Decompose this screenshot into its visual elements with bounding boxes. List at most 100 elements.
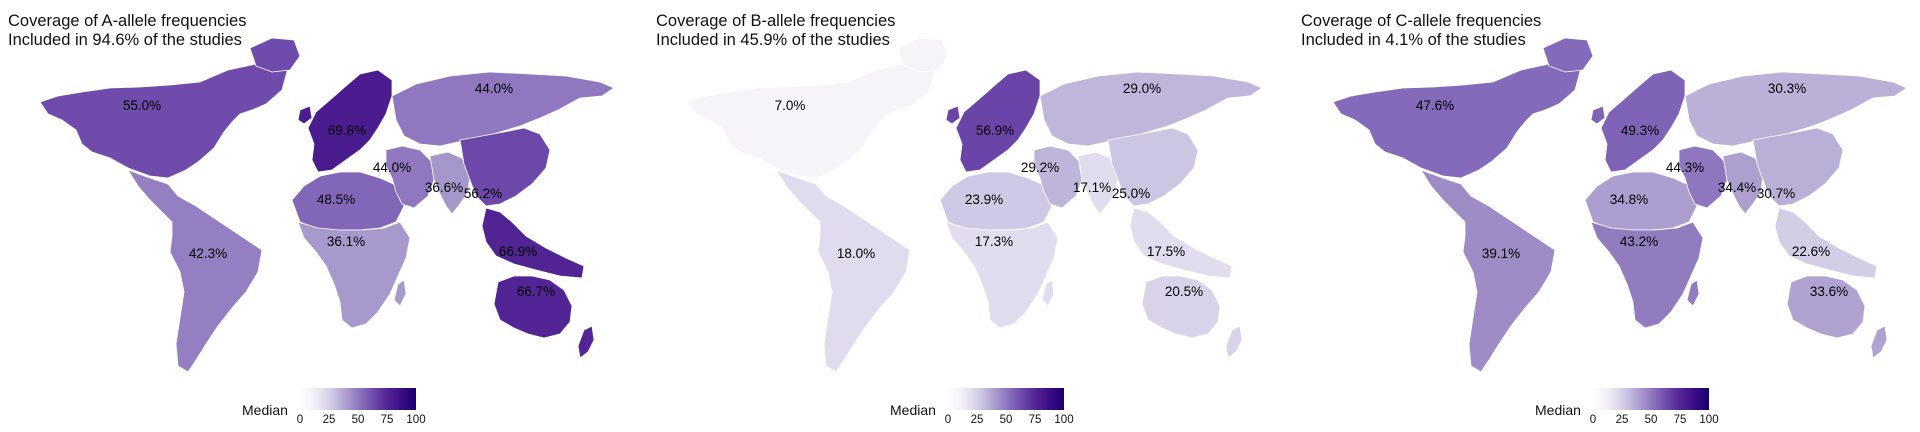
region-europe (307, 69, 393, 173)
region-value-label: 30.3% (1768, 81, 1806, 96)
region-value-label: 20.5% (1165, 284, 1203, 299)
region-south-asia (1077, 151, 1119, 215)
region-south-east-asia (1129, 207, 1233, 279)
region-oceania-part (577, 325, 595, 359)
region-europe-part (1590, 105, 1606, 125)
region-value-label: 66.9% (499, 244, 537, 259)
region-value-label: 49.3% (1621, 123, 1659, 138)
region-value-label: 56.2% (464, 186, 502, 201)
region-value-label: 55.0% (123, 98, 161, 113)
region-sub-saharan-africa-part (393, 279, 407, 307)
region-value-label: 43.2% (1620, 234, 1658, 249)
legend-tick-label: 100 (406, 414, 426, 426)
region-northern-asia (1039, 71, 1263, 147)
map-panel-c: Coverage of C-allele frequencies Include… (1293, 0, 1913, 432)
legend-title: Median (890, 402, 936, 418)
region-value-label: 29.0% (1123, 81, 1161, 96)
region-value-label: 34.8% (1610, 192, 1648, 207)
region-europe (1600, 69, 1686, 173)
region-east-asia (459, 127, 551, 207)
map-panel-a: Coverage of A-allele frequencies Include… (0, 0, 620, 432)
region-value-label: 44.0% (475, 81, 513, 96)
map-title: Coverage of C-allele frequencies (1301, 12, 1542, 30)
region-oceania (493, 275, 573, 339)
region-sub-saharan-africa (1590, 221, 1704, 329)
region-value-label: 39.1% (1482, 246, 1520, 261)
legend-tick-label: 25 (322, 414, 336, 426)
map-title-block: Coverage of C-allele frequencies Include… (1301, 12, 1541, 50)
region-northern-asia (391, 71, 615, 147)
region-latin-america (1420, 169, 1556, 373)
legend-ticks: 0 25 50 75 100 (297, 410, 426, 428)
region-east-asia (1107, 127, 1199, 207)
map-panel-b: Coverage of B-allele frequencies Include… (648, 0, 1268, 432)
region-south-east-asia (481, 207, 585, 279)
region-value-label: 17.1% (1073, 180, 1111, 195)
region-value-label: 48.5% (317, 192, 355, 207)
region-value-label: 34.4% (1718, 180, 1756, 195)
color-legend: Median 0 25 50 75 100 (878, 388, 1098, 428)
region-value-label: 22.6% (1792, 244, 1830, 259)
legend-title: Median (1535, 402, 1581, 418)
legend-tick-label: 75 (380, 414, 394, 426)
region-east-asia (1752, 127, 1844, 207)
world-map: 55.0% 42.3% 69.8% 48.5% 36.1% 44.0% 44.0% 36.6%… (39, 37, 615, 373)
region-south-east-asia (1774, 207, 1878, 279)
region-south-asia (429, 151, 471, 215)
region-europe (955, 69, 1041, 173)
legend-tick-label: 50 (351, 414, 365, 426)
region-value-label: 30.7% (1757, 186, 1795, 201)
color-legend: Median 0 25 50 75 100 (1523, 388, 1743, 428)
legend-gradient-bar (1593, 388, 1709, 410)
legend-tick-label: 50 (1644, 414, 1658, 426)
region-northern-america-part (1542, 37, 1594, 73)
region-value-label: 56.9% (976, 123, 1014, 138)
region-value-label: 25.0% (1112, 186, 1150, 201)
legend-tick-label: 75 (1028, 414, 1042, 426)
region-value-label: 17.5% (1147, 244, 1185, 259)
region-value-label: 44.3% (1666, 160, 1704, 175)
legend-tick-label: 100 (1054, 414, 1074, 426)
region-northern-asia (1684, 71, 1908, 147)
legend-tick-label: 0 (944, 414, 952, 426)
legend-gradient-bar (300, 388, 416, 410)
legend-tick-label: 100 (1699, 414, 1719, 426)
region-sub-saharan-africa (945, 221, 1059, 329)
region-value-label: 47.6% (1416, 98, 1454, 113)
color-legend: Median 0 25 50 75 100 (230, 388, 450, 428)
region-northern-america (1332, 63, 1582, 179)
legend-tick-label: 25 (970, 414, 984, 426)
region-value-label: 18.0% (837, 246, 875, 261)
region-northern-america-part (897, 37, 949, 73)
legend-tick-label: 75 (1673, 414, 1687, 426)
region-northern-america (687, 63, 937, 179)
legend-tick-label: 50 (999, 414, 1013, 426)
region-europe-part (297, 105, 313, 125)
legend-tick-label: 25 (1615, 414, 1629, 426)
legend-tick-label: 0 (1589, 414, 1597, 426)
region-sub-saharan-africa (297, 221, 411, 329)
region-oceania (1786, 275, 1866, 339)
region-oceania-part (1225, 325, 1243, 359)
region-middle-east (1678, 145, 1728, 209)
region-value-label: 7.0% (775, 98, 806, 113)
region-latin-america (775, 169, 911, 373)
region-south-asia (1722, 151, 1764, 215)
legend-ticks: 0 25 50 75 100 (944, 410, 1074, 428)
region-value-label: 33.6% (1810, 284, 1848, 299)
region-oceania-part (1870, 325, 1888, 359)
region-value-label: 44.0% (373, 160, 411, 175)
region-sub-saharan-africa-part (1686, 279, 1700, 307)
region-northern-america (39, 63, 289, 179)
region-value-label: 36.6% (425, 180, 463, 195)
map-title: Coverage of B-allele frequencies (656, 12, 896, 30)
region-latin-america (127, 169, 263, 373)
map-title: Coverage of A-allele frequencies (8, 12, 247, 30)
region-sub-saharan-africa-part (1041, 279, 1055, 307)
map-subtitle: Included in 4.1% of the studies (1301, 31, 1526, 49)
region-middle-east (1033, 145, 1083, 209)
region-oceania (1141, 275, 1221, 339)
region-value-label: 42.3% (189, 246, 227, 261)
region-value-label: 29.2% (1021, 160, 1059, 175)
world-map: 7.0%18.0%56.9%23.9%17.3%29.2%29.0%17.1% 2… (687, 37, 1263, 373)
